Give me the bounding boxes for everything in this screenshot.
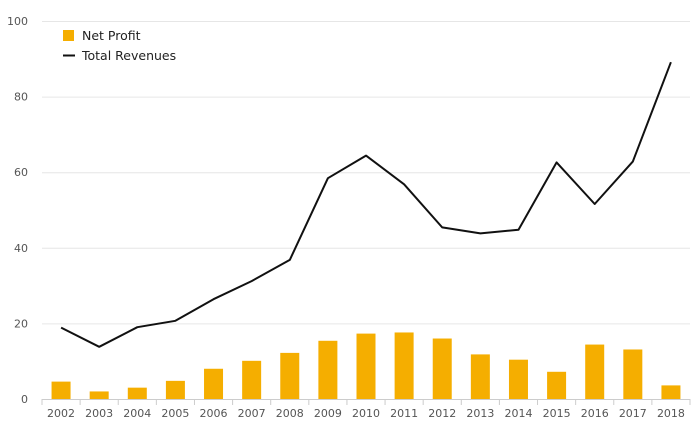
y-tick-label: 80: [14, 91, 28, 104]
legend: Net Profit Total Revenues: [63, 28, 176, 63]
y-tick-label: 60: [14, 166, 28, 179]
net-profit-bar: [508, 359, 528, 399]
x-tick-label: 2003: [85, 407, 113, 420]
net-profit-bar: [318, 340, 338, 399]
legend-label-net-profit: Net Profit: [82, 28, 141, 43]
x-tick-label: 2004: [123, 407, 151, 420]
net-profit-bars: [51, 332, 681, 399]
y-tick-label: 20: [14, 317, 28, 330]
total-revenues-line-group: [60, 61, 672, 348]
legend-swatch-net-profit: [63, 30, 74, 41]
x-tick-label: 2015: [543, 407, 571, 420]
x-tick-label: 2006: [200, 407, 228, 420]
x-tick-label: 2008: [276, 407, 304, 420]
net-profit-bar: [547, 371, 567, 399]
total-revenues-line: [60, 61, 672, 348]
x-tick-label: 2018: [657, 407, 685, 420]
x-tick-label: 2016: [581, 407, 609, 420]
x-tick-label: 2012: [428, 407, 456, 420]
net-profit-bar: [280, 352, 300, 399]
x-tick-label: 2011: [390, 407, 418, 420]
net-profit-bar: [89, 391, 109, 399]
net-profit-bar: [51, 381, 71, 399]
net-profit-bar: [585, 344, 605, 399]
y-tick-label: 40: [14, 242, 28, 255]
net-profit-bar: [623, 349, 643, 399]
net-profit-bar: [661, 385, 681, 399]
y-tick-label: 100: [7, 15, 28, 28]
net-profit-bar: [242, 360, 262, 399]
y-tick-label: 0: [21, 393, 28, 406]
x-tick-label: 2014: [504, 407, 532, 420]
y-axis-ticks: 0 20 40 60 80 100: [7, 15, 28, 406]
legend-label-total-revenues: Total Revenues: [81, 48, 176, 63]
x-tick-label: 2005: [161, 407, 189, 420]
x-tick-label: 2009: [314, 407, 342, 420]
gridlines: [42, 21, 690, 325]
net-profit-bar: [394, 332, 414, 399]
x-tick-label: 2007: [238, 407, 266, 420]
net-profit-bar: [204, 368, 224, 399]
x-tick-label: 2017: [619, 407, 647, 420]
x-tick-label: 2010: [352, 407, 380, 420]
net-profit-bar: [356, 333, 376, 399]
net-profit-bar: [127, 387, 147, 399]
x-axis: 2002 2003 2004 2005 2006 2007 2008 2009 2010 2011…: [41, 399, 691, 420]
x-tick-label: 2013: [466, 407, 494, 420]
net-profit-bar: [165, 380, 185, 399]
net-profit-bar: [432, 338, 452, 399]
net-profit-bar: [470, 354, 490, 399]
x-tick-label: 2002: [47, 407, 75, 420]
